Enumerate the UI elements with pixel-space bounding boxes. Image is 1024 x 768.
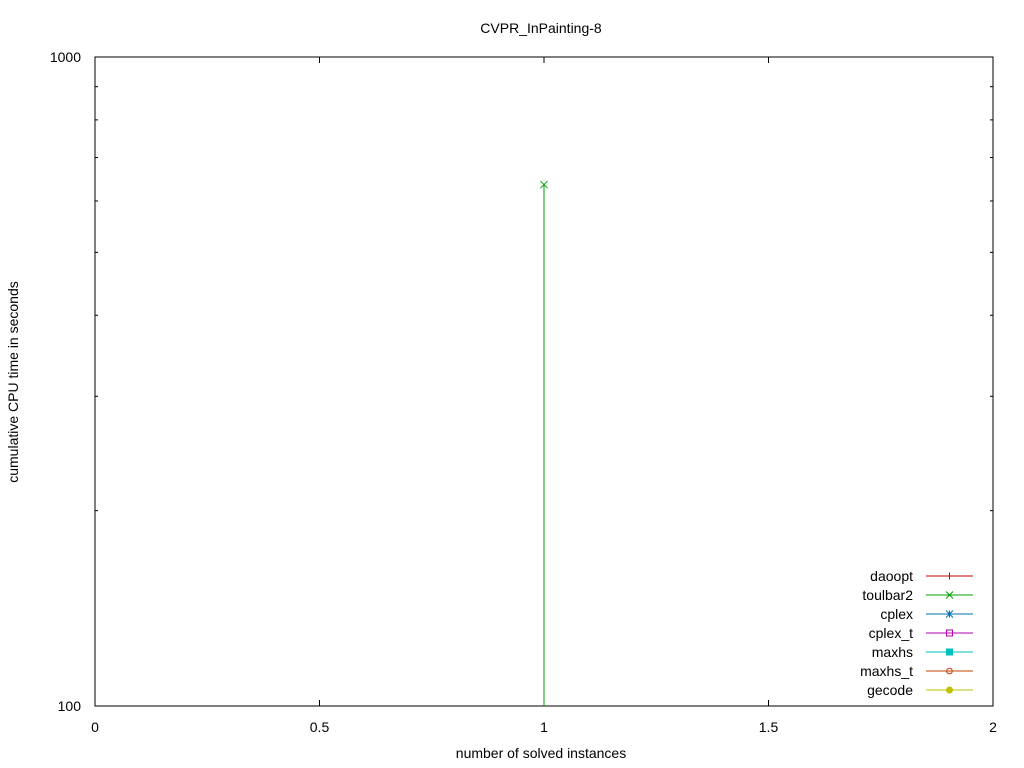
legend-item-daoopt: daoopt (870, 568, 973, 584)
legend-label: maxhs (872, 644, 913, 660)
legend-item-toulbar2: toulbar2 (862, 587, 973, 603)
x-tick-label: 1.5 (759, 719, 779, 735)
legend-label: daoopt (870, 568, 913, 584)
legend-item-cplex: cplex (880, 606, 973, 622)
y-tick-label: 100 (58, 698, 82, 714)
legend-marker (946, 667, 953, 675)
legend-marker (946, 572, 953, 580)
x-axis-label: number of solved instances (456, 745, 626, 761)
data-series (540, 180, 548, 706)
data-point-toulbar2 (540, 180, 548, 189)
legend-label: toulbar2 (862, 587, 913, 603)
legend-label: cplex_t (869, 625, 913, 641)
x-tick-label: 1 (540, 719, 548, 735)
legend-item-gecode: gecode (867, 682, 973, 698)
legend-marker (946, 686, 953, 694)
x-axis-tick-labels: 0 0.5 1 1.5 2 (91, 719, 997, 735)
y-axis-label: cumulative CPU time in seconds (5, 281, 21, 483)
legend-label: gecode (867, 682, 913, 698)
axis-ticks (94, 56, 994, 707)
legend-marker (945, 610, 954, 618)
legend-item-maxhs: maxhs (872, 644, 973, 660)
x-tick-label: 2 (989, 719, 997, 735)
legend-label: maxhs_t (860, 663, 913, 679)
chart-title: CVPR_InPainting-8 (480, 20, 602, 36)
x-tick-label: 0 (91, 719, 99, 735)
legend-marker (945, 591, 954, 599)
legend-marker (946, 629, 953, 637)
series-toulbar2 (540, 180, 548, 706)
y-axis-tick-labels: 100 1000 (50, 49, 81, 714)
legend-item-cplex_t: cplex_t (869, 625, 973, 641)
legend-marker (946, 648, 953, 656)
legend-item-maxhs_t: maxhs_t (860, 663, 973, 679)
legend-label: cplex (880, 606, 913, 622)
y-tick-label: 1000 (50, 49, 81, 65)
x-tick-label: 0.5 (310, 719, 330, 735)
